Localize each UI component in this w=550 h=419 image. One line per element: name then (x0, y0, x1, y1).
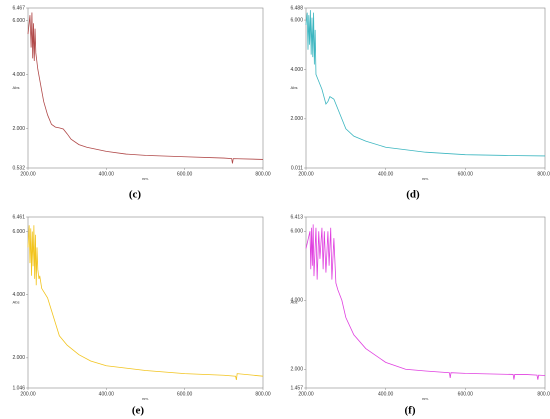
y-tick-label: 6.488 (290, 5, 303, 11)
plot-frame (305, 216, 546, 389)
x-tick-label: 800.00 (255, 171, 271, 177)
y-tick-label: 6.000 (290, 17, 303, 23)
y-tick-label: 6.413 (290, 214, 303, 220)
x-tick-label: 200.00 (298, 171, 314, 177)
x-axis-label: nm. (142, 396, 149, 401)
x-tick-label: 400.00 (378, 391, 394, 397)
x-tick-label: 600.00 (458, 171, 474, 177)
y-axis-label: Abs (291, 300, 298, 305)
y-tick-label: 6.000 (12, 229, 25, 235)
x-tick-label: 400.00 (99, 391, 115, 397)
spectrum-line (305, 224, 546, 380)
y-tick-label: 0.011 (291, 165, 303, 171)
y-tick-label: 2.000 (290, 116, 303, 122)
x-tick-label: 600.00 (177, 171, 193, 177)
x-tick-label: 400.00 (378, 171, 394, 177)
spectrum-line (305, 10, 546, 157)
y-tick-label: 4.000 (12, 292, 25, 298)
y-tick-label: 2.000 (12, 126, 25, 132)
y-tick-label: 6.467 (12, 5, 25, 11)
y-tick-label: 1.046 (12, 385, 25, 391)
y-tick-label: 2.000 (290, 367, 303, 373)
y-tick-label: 6.000 (12, 18, 25, 24)
y-tick-label: 6.000 (290, 229, 303, 235)
y-axis-label: Abs (13, 85, 20, 90)
y-axis-label: Abs (13, 300, 20, 305)
x-tick-label: 200.00 (20, 391, 36, 397)
panel-caption: (d) (406, 189, 420, 201)
plot-frame (27, 216, 264, 389)
y-axis-label: Abs (291, 85, 298, 90)
x-tick-label: 600.00 (177, 391, 193, 397)
x-tick-label: 400.00 (99, 171, 115, 177)
panel-caption: (f) (405, 405, 416, 417)
y-tick-label: 4.000 (290, 67, 303, 73)
x-tick-label: 200.00 (20, 171, 36, 177)
y-tick-label: 4.000 (290, 298, 303, 304)
panel-caption: (c) (129, 189, 142, 201)
x-tick-label: 800.00 (255, 391, 271, 397)
y-tick-label: 0.532 (12, 165, 25, 171)
x-tick-label: 800.00 (537, 391, 550, 397)
x-axis-label: nm. (142, 176, 149, 181)
x-tick-label: 200.00 (298, 391, 314, 397)
panel-caption: (e) (132, 405, 145, 417)
spectrum-line (27, 225, 264, 381)
spectrum-line (27, 12, 264, 164)
y-tick-label: 2.000 (12, 355, 25, 361)
x-axis-label: nm. (422, 176, 429, 181)
y-tick-label: 4.000 (12, 72, 25, 78)
x-tick-label: 600.00 (458, 391, 474, 397)
plot-frame (305, 7, 546, 169)
y-tick-label: 6.461 (12, 214, 25, 220)
x-axis-label: nm. (422, 396, 429, 401)
x-tick-label: 800.00 (537, 171, 550, 177)
y-tick-label: 1.457 (290, 385, 303, 391)
plot-frame (27, 7, 264, 169)
